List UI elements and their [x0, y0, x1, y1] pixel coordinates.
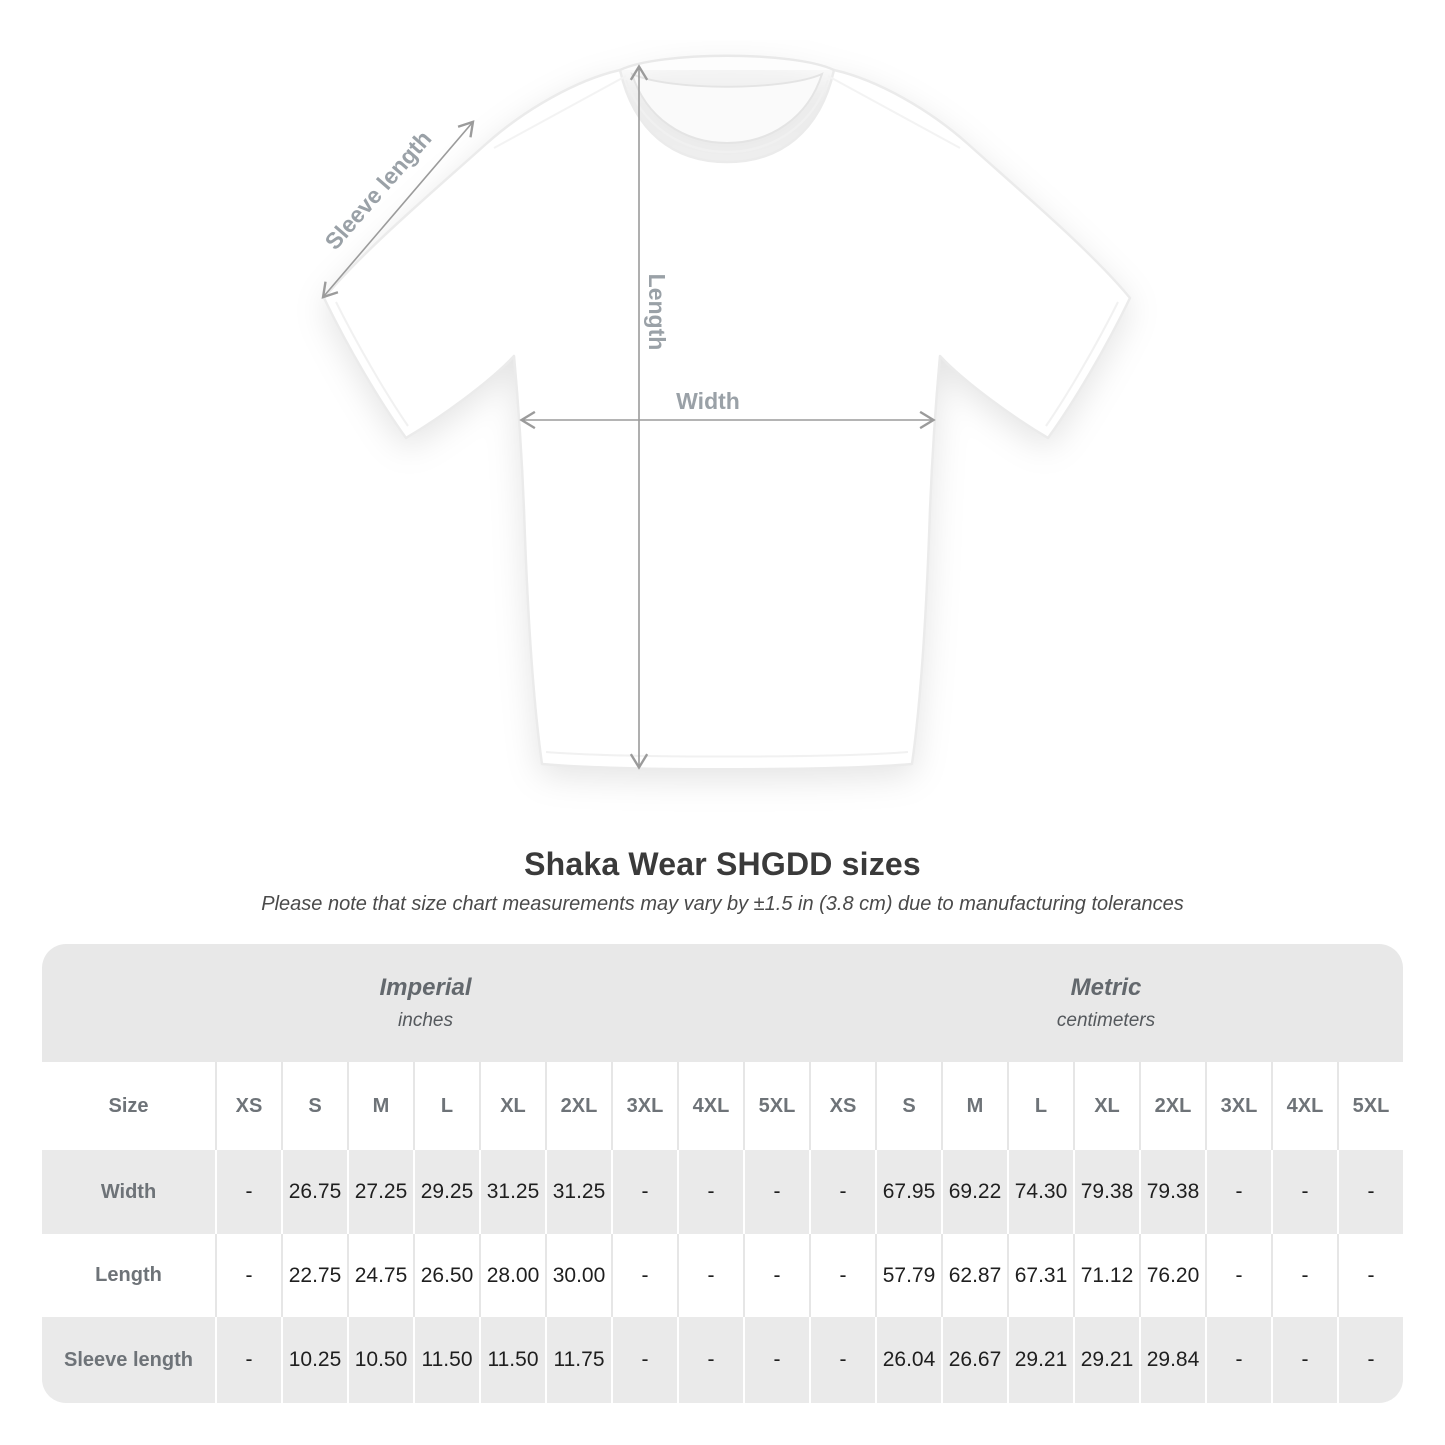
size-table: Imperial inches Metric centimeters Size X…: [42, 944, 1403, 1403]
cell-value-imperial: -: [677, 1317, 743, 1403]
cell-value-imperial: 10.50: [347, 1317, 413, 1403]
tshirt-diagram-svg: Sleeve length Length Width: [320, 54, 1132, 771]
row-label: Width: [42, 1150, 215, 1234]
cell-value-metric: -: [809, 1317, 875, 1403]
cell-value-imperial: -: [743, 1150, 809, 1234]
size-col-header-metric-2xl: 2XL: [1139, 1062, 1205, 1150]
cell-value-imperial: -: [743, 1234, 809, 1317]
cell-value-metric: 62.87: [941, 1234, 1007, 1317]
size-col-header-imperial-m: M: [347, 1062, 413, 1150]
unit-group-imperial: Imperial inches: [42, 944, 809, 1062]
cell-value-metric: -: [1271, 1317, 1337, 1403]
size-col-header-imperial-s: S: [281, 1062, 347, 1150]
chart-heading: Shaka Wear SHGDD sizes Please note that …: [0, 846, 1445, 916]
cell-value-metric: 29.21: [1073, 1317, 1139, 1403]
cell-value-metric: 76.20: [1139, 1234, 1205, 1317]
size-col-header-imperial-4xl: 4XL: [677, 1062, 743, 1150]
cell-value-metric: 26.04: [875, 1317, 941, 1403]
cell-value-metric: 67.95: [875, 1150, 941, 1234]
cell-value-metric: 29.21: [1007, 1317, 1073, 1403]
imperial-label: Imperial: [379, 974, 472, 1001]
cell-value-imperial: 10.25: [281, 1317, 347, 1403]
size-col-header-metric-4xl: 4XL: [1271, 1062, 1337, 1150]
size-col-header-metric-xl: XL: [1073, 1062, 1139, 1150]
cell-value-imperial: -: [743, 1317, 809, 1403]
cell-value-imperial: 31.25: [479, 1150, 545, 1234]
cell-value-imperial: -: [611, 1317, 677, 1403]
imperial-unit: inches: [398, 1010, 453, 1031]
cell-value-metric: 69.22: [941, 1150, 1007, 1234]
cell-value-imperial: -: [677, 1150, 743, 1234]
cell-value-imperial: 31.25: [545, 1150, 611, 1234]
cell-value-metric: 79.38: [1139, 1150, 1205, 1234]
cell-value-metric: 71.12: [1073, 1234, 1139, 1317]
cell-value-imperial: 11.50: [413, 1317, 479, 1403]
row-label: Length: [42, 1234, 215, 1317]
cell-value-imperial: 30.00: [545, 1234, 611, 1317]
cell-value-imperial: 26.50: [413, 1234, 479, 1317]
unit-group-metric: Metric centimeters: [809, 944, 1403, 1062]
cell-value-metric: -: [1205, 1150, 1271, 1234]
size-col-header-metric-s: S: [875, 1062, 941, 1150]
cell-value-imperial: 27.25: [347, 1150, 413, 1234]
cell-value-imperial: 26.75: [281, 1150, 347, 1234]
cell-value-imperial: 28.00: [479, 1234, 545, 1317]
cell-value-metric: -: [1271, 1234, 1337, 1317]
page-title: Shaka Wear SHGDD sizes: [524, 846, 921, 882]
size-col-header-metric-xs: XS: [809, 1062, 875, 1150]
cell-value-imperial: -: [611, 1150, 677, 1234]
tshirt-measurement-diagram: Sleeve length Length Width: [280, 40, 1160, 820]
cell-value-imperial: 11.75: [545, 1317, 611, 1403]
size-col-header-metric-m: M: [941, 1062, 1007, 1150]
cell-value-metric: -: [1337, 1234, 1403, 1317]
metric-label: Metric: [1070, 974, 1142, 1001]
cell-value-imperial: -: [215, 1150, 281, 1234]
length-annotation: Length: [644, 274, 670, 351]
size-col-header-metric-5xl: 5XL: [1337, 1062, 1403, 1150]
cell-value-imperial: 29.25: [413, 1150, 479, 1234]
size-col-header-imperial-xs: XS: [215, 1062, 281, 1150]
cell-value-metric: -: [1337, 1150, 1403, 1234]
tolerance-note: Please note that size chart measurements…: [261, 893, 1184, 915]
size-col-header-imperial-5xl: 5XL: [743, 1062, 809, 1150]
cell-value-imperial: -: [611, 1234, 677, 1317]
cell-value-metric: -: [1205, 1234, 1271, 1317]
cell-value-imperial: 22.75: [281, 1234, 347, 1317]
cell-value-metric: 74.30: [1007, 1150, 1073, 1234]
cell-value-metric: 57.79: [875, 1234, 941, 1317]
metric-unit: centimeters: [1056, 1010, 1156, 1031]
cell-value-metric: -: [1271, 1150, 1337, 1234]
cell-value-imperial: -: [677, 1234, 743, 1317]
cell-value-metric: -: [809, 1234, 875, 1317]
cell-value-metric: -: [1205, 1317, 1271, 1403]
cell-value-metric: 67.31: [1007, 1234, 1073, 1317]
cell-value-metric: -: [1337, 1317, 1403, 1403]
row-label: Sleeve length: [42, 1317, 215, 1403]
sleeve-length-arrow: [321, 120, 475, 299]
cell-value-metric: 26.67: [941, 1317, 1007, 1403]
size-col-header-imperial-xl: XL: [479, 1062, 545, 1150]
cell-value-imperial: 24.75: [347, 1234, 413, 1317]
size-col-header-metric-3xl: 3XL: [1205, 1062, 1271, 1150]
size-col-header-imperial-l: L: [413, 1062, 479, 1150]
size-col-header-metric-l: L: [1007, 1062, 1073, 1150]
width-annotation: Width: [676, 388, 740, 414]
size-col-header-imperial-2xl: 2XL: [545, 1062, 611, 1150]
cell-value-imperial: -: [215, 1317, 281, 1403]
size-corner-header: Size: [42, 1062, 215, 1150]
cell-value-metric: -: [809, 1150, 875, 1234]
cell-value-imperial: 11.50: [479, 1317, 545, 1403]
cell-value-metric: 29.84: [1139, 1317, 1205, 1403]
cell-value-metric: 79.38: [1073, 1150, 1139, 1234]
size-col-header-imperial-3xl: 3XL: [611, 1062, 677, 1150]
cell-value-imperial: -: [215, 1234, 281, 1317]
